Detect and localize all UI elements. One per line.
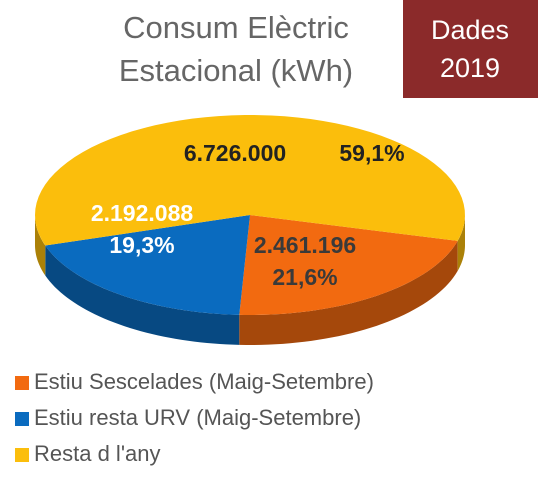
slice: [35, 115, 465, 246]
badge: [403, 0, 538, 98]
legend-swatch: [15, 412, 29, 426]
slice-side: [239, 240, 458, 345]
percent-label: 19,3%: [109, 232, 174, 258]
percent-label: 59,1%: [339, 140, 404, 166]
value-label: 2.461.196: [254, 232, 356, 258]
chart-title: Estacional (kWh): [119, 53, 353, 88]
slice: [45, 215, 250, 315]
legend-label: Resta d l'any: [34, 441, 161, 466]
value-label: 6.726.000: [184, 140, 286, 166]
slice: [239, 215, 458, 315]
legend-swatch: [15, 376, 29, 390]
legend-swatch: [15, 448, 29, 462]
percent-label: 21,6%: [272, 264, 337, 290]
value-label: 2.192.088: [91, 200, 194, 226]
slice-side: [45, 245, 240, 345]
legend-label: Estiu resta URV (Maig-Setembre): [34, 405, 361, 430]
slice-side: [457, 215, 465, 271]
badge-text: Dades: [431, 15, 509, 45]
chart-title: Consum Elèctric: [123, 10, 349, 45]
slice-side: [35, 215, 46, 276]
legend-label: Estiu Sescelades (Maig-Setembre): [34, 369, 374, 394]
badge-text: 2019: [440, 53, 500, 83]
